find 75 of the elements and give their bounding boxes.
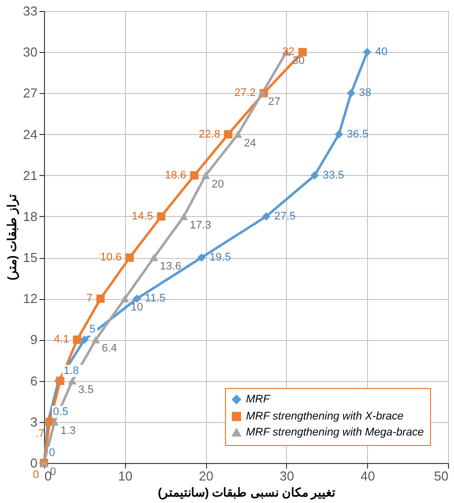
point bbox=[201, 172, 210, 179]
x-tick-label: 50 bbox=[434, 468, 448, 484]
annotation: 20 bbox=[212, 178, 224, 190]
annotation: 3.5 bbox=[78, 384, 94, 396]
annotation: 13.6 bbox=[160, 260, 182, 273]
point bbox=[180, 212, 188, 220]
annotation: 1.8 bbox=[64, 364, 79, 377]
point bbox=[224, 130, 232, 138]
legend-label: MRF strengthening with X-brace bbox=[246, 410, 404, 422]
annotation: 38 bbox=[359, 87, 372, 100]
annotation: 6.4 bbox=[102, 342, 118, 355]
point bbox=[72, 336, 82, 344]
y-tick-label: 33 bbox=[23, 4, 38, 18]
annotation: 24 bbox=[244, 137, 256, 150]
x-tick-label: 20 bbox=[198, 468, 214, 484]
point bbox=[68, 377, 76, 384]
y-tick-label: 30 bbox=[23, 44, 38, 60]
point bbox=[363, 48, 372, 56]
point bbox=[310, 171, 319, 180]
y-tick-label: 18 bbox=[23, 208, 38, 224]
y-axis-title: تراز طبقات (متر) bbox=[5, 194, 20, 280]
annotation: 0.5 bbox=[53, 406, 68, 418]
annotation: 17.3 bbox=[190, 219, 212, 232]
y-tick-label: 0 bbox=[30, 456, 38, 470]
annotation: 0 bbox=[49, 447, 56, 459]
x-tick-label: 0 bbox=[44, 468, 52, 484]
annotation: 32 bbox=[282, 46, 295, 58]
y-tick-label: 15 bbox=[23, 250, 38, 266]
point bbox=[346, 89, 356, 98]
point bbox=[80, 336, 89, 344]
point bbox=[234, 130, 242, 138]
annotation: 22.8 bbox=[198, 128, 220, 140]
annotation: 36.5 bbox=[346, 128, 368, 140]
y-tick-label: 6 bbox=[30, 373, 38, 388]
x-tick-label: 40 bbox=[360, 468, 375, 484]
point bbox=[120, 295, 129, 302]
point bbox=[132, 294, 142, 303]
point bbox=[156, 212, 166, 221]
x-axis-title: تغییر مکان نسبی طبقات (سانتیمتر) bbox=[158, 486, 336, 500]
annotation: .7 bbox=[35, 428, 45, 440]
point bbox=[96, 294, 105, 303]
x-tick-label: 10 bbox=[118, 468, 133, 484]
legend-label: MRF strengthening with Mega-brace bbox=[246, 426, 424, 438]
annotation: 33.5 bbox=[322, 169, 344, 182]
y-tick-label: 3 bbox=[30, 414, 38, 430]
annotation: 4.1 bbox=[54, 334, 70, 346]
point bbox=[262, 212, 270, 221]
x-tick-label: 30 bbox=[280, 468, 294, 484]
annotation: 14.5 bbox=[132, 210, 154, 222]
annotation: 5 bbox=[89, 324, 96, 336]
annotation: 10.6 bbox=[100, 252, 122, 264]
annotation: 27.2 bbox=[234, 87, 256, 100]
legend-label: MRF bbox=[246, 394, 272, 406]
annotation: 18.6 bbox=[164, 169, 186, 182]
point bbox=[298, 48, 307, 56]
point bbox=[125, 253, 134, 262]
point bbox=[197, 253, 206, 262]
annotation: 40 bbox=[375, 46, 388, 58]
annotation: 11.5 bbox=[144, 292, 166, 305]
y-tick-label: 9 bbox=[30, 332, 38, 348]
point bbox=[50, 418, 59, 426]
annotation: 10 bbox=[130, 302, 144, 314]
y-tick-label: 27 bbox=[23, 86, 38, 101]
annotation: 7 bbox=[86, 292, 93, 305]
point bbox=[190, 171, 198, 180]
point bbox=[150, 254, 158, 262]
point bbox=[334, 130, 344, 138]
point bbox=[92, 336, 100, 344]
annotation: 19.5 bbox=[210, 252, 231, 264]
annotation: 27 bbox=[268, 96, 280, 108]
y-tick-label: 24 bbox=[23, 126, 38, 142]
annotation: 27.5 bbox=[274, 210, 296, 222]
y-tick-label: 12 bbox=[23, 291, 38, 306]
y-tick-label: 21 bbox=[23, 168, 38, 183]
annotation: 1.3 bbox=[60, 424, 76, 437]
